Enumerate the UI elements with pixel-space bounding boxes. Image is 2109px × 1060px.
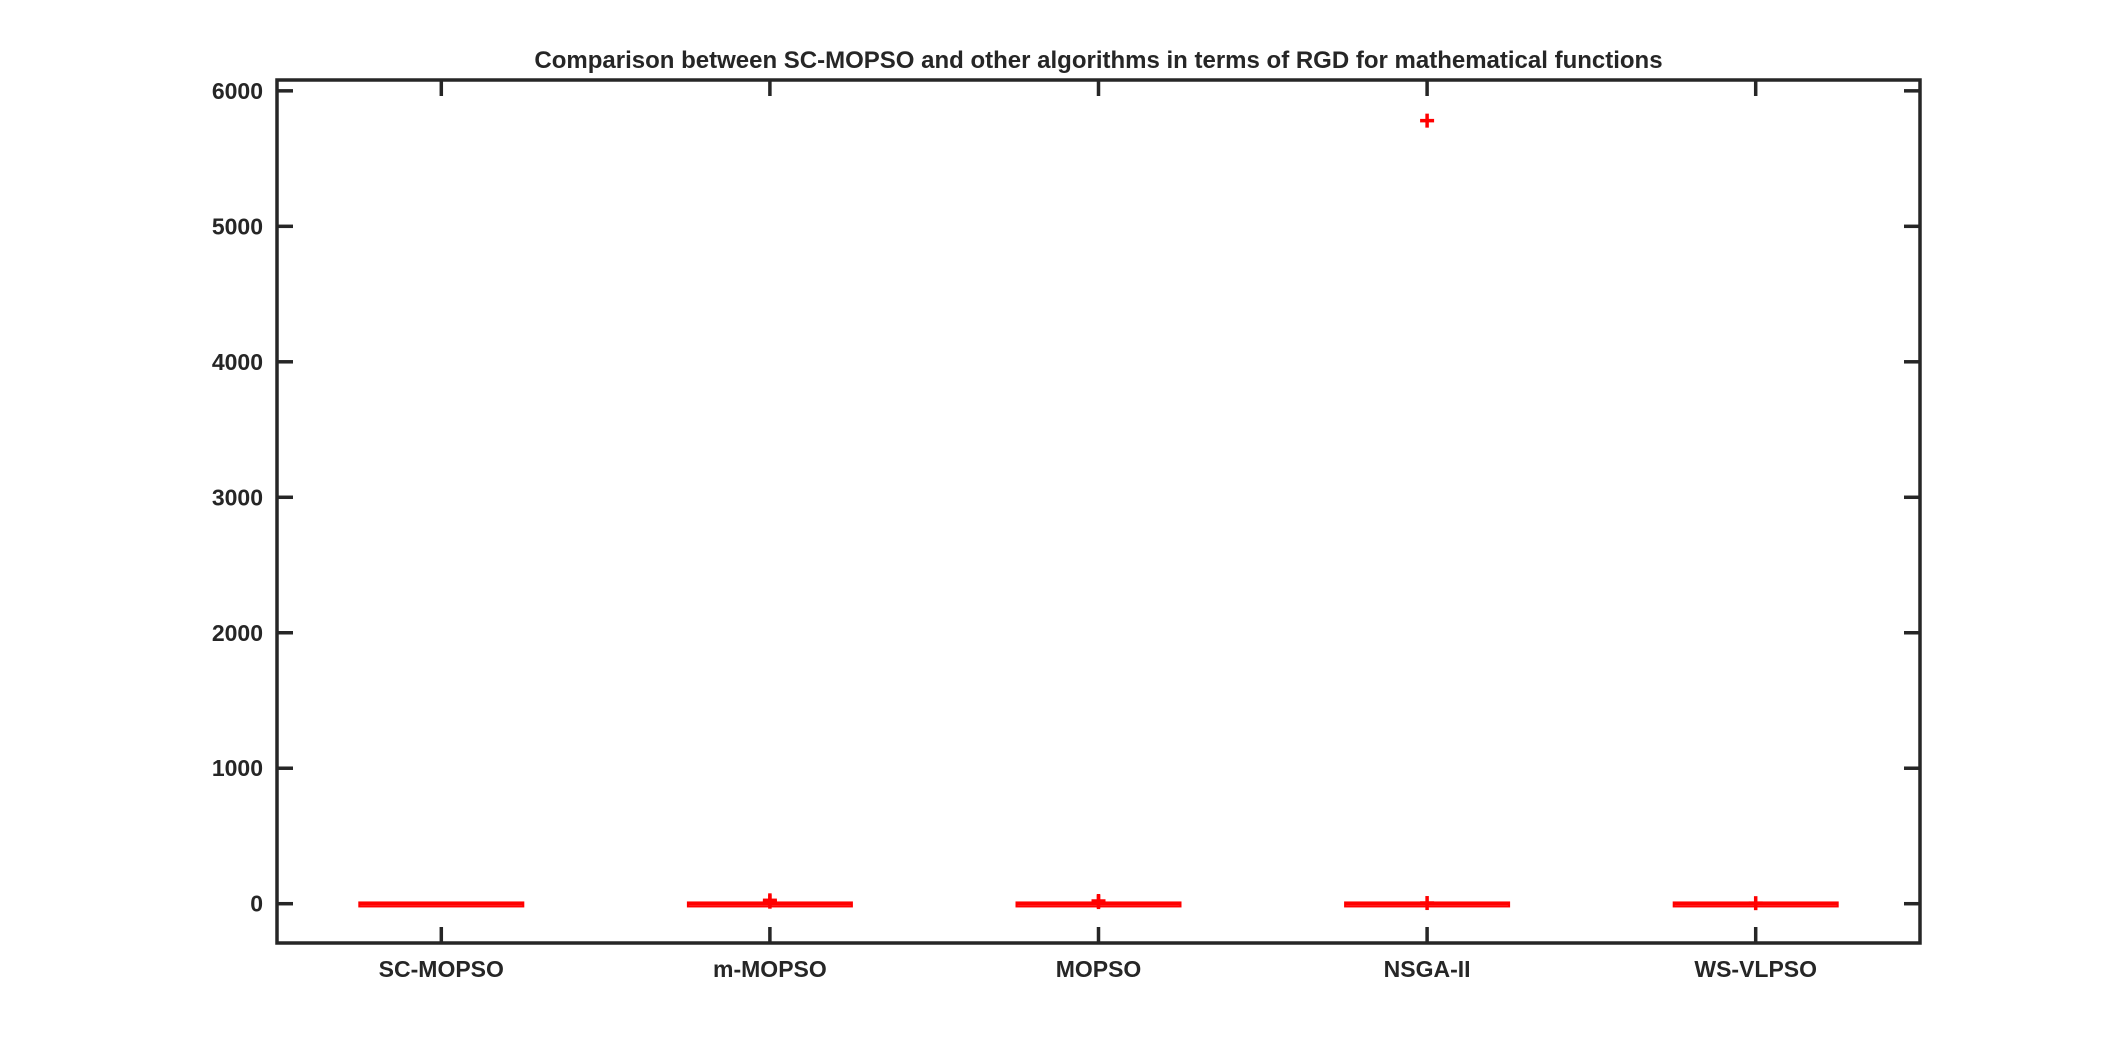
box-MOPSO — [1015, 894, 1182, 910]
boxes-layer — [358, 113, 1839, 911]
y-tick-label: 5000 — [212, 213, 263, 239]
y-tick-label: 0 — [250, 891, 263, 917]
ticks-layer: 0 1000 2000 3000 4000 5000 6000 SC-MOPSO m-MOPSO… — [212, 78, 1920, 982]
y-tick-label: 4000 — [212, 349, 263, 375]
x-tick-label: SC-MOPSO — [379, 956, 504, 982]
x-tick-label: WS-VLPSO — [1694, 956, 1817, 982]
y-tick-label: 2000 — [212, 620, 263, 646]
box-WS-VLPSO — [1672, 896, 1839, 911]
x-tick-label: m-MOPSO — [713, 956, 827, 982]
chart-title: Comparison between SC-MOPSO and other al… — [534, 47, 1662, 74]
y-tick-label: 1000 — [212, 755, 263, 781]
x-tick-label: MOPSO — [1056, 956, 1142, 982]
y-tick-label: 6000 — [212, 78, 263, 104]
box-m-MOPSO — [686, 893, 853, 909]
box-NSGA-II — [1344, 113, 1511, 911]
y-tick-label: 3000 — [212, 484, 263, 510]
x-tick-label: NSGA-II — [1384, 956, 1471, 982]
box-SC-MOPSO — [358, 901, 525, 908]
plot-frame — [275, 78, 1922, 945]
